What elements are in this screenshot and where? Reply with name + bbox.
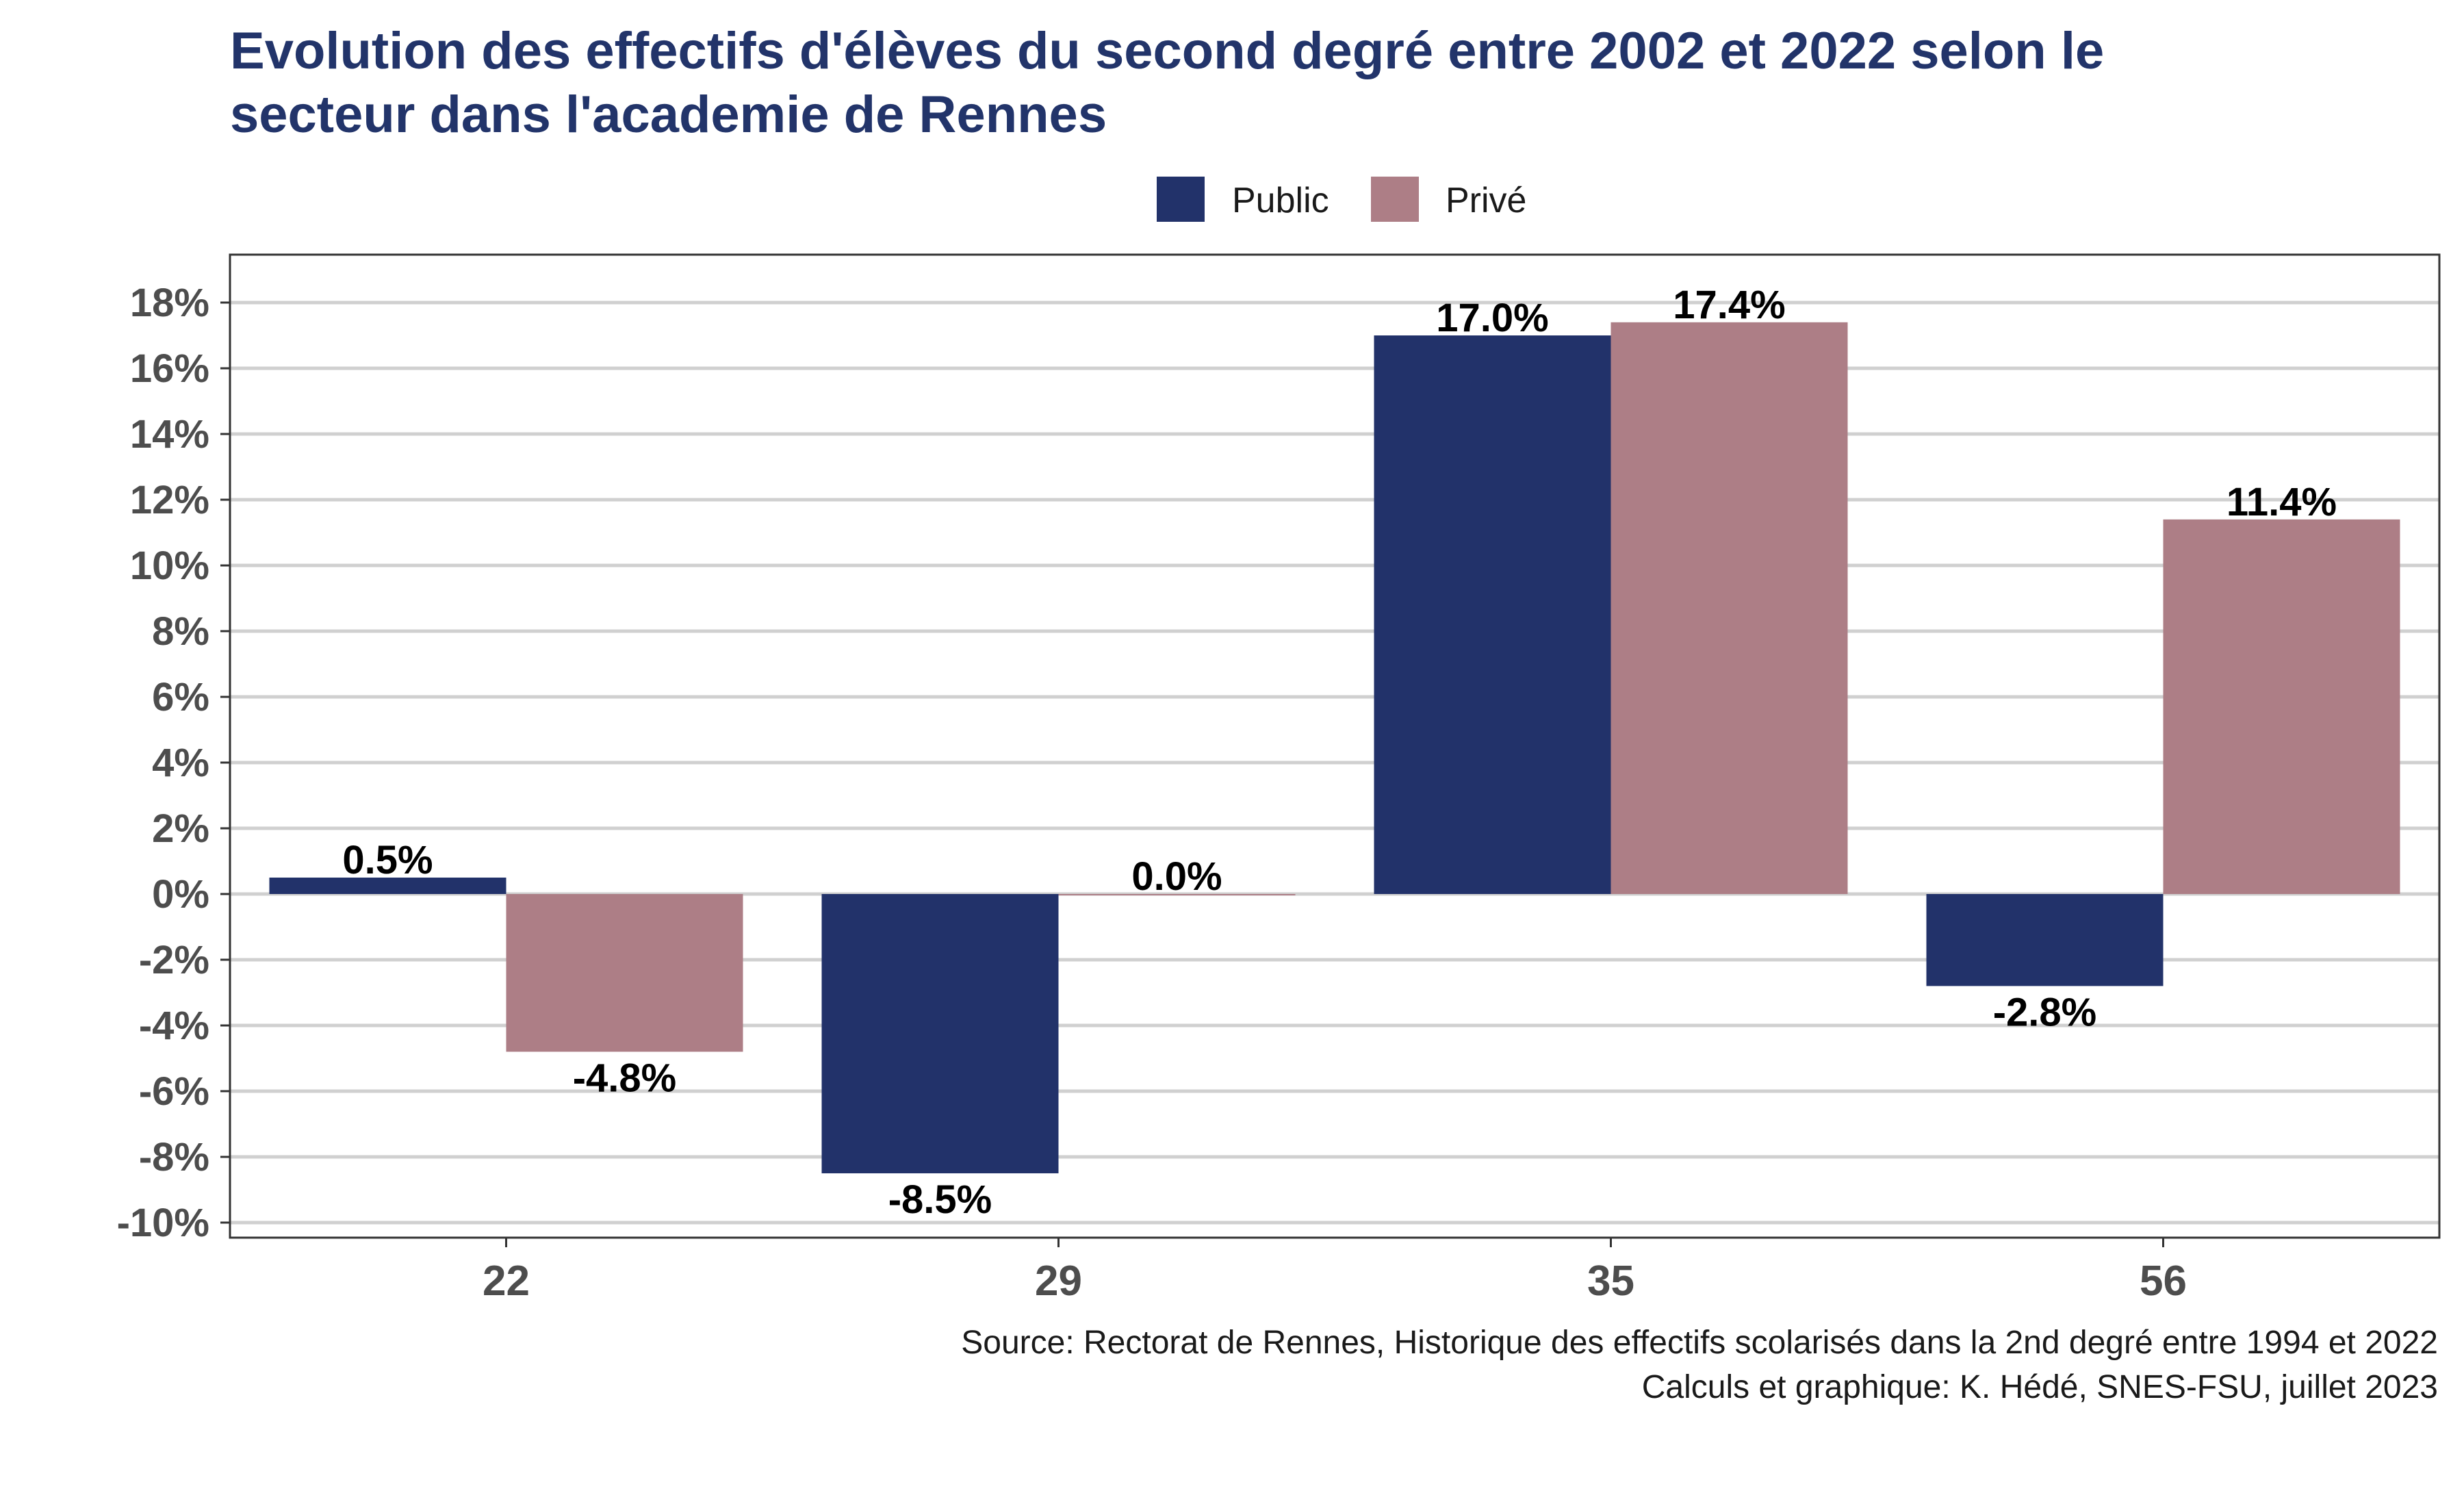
legend-label-prive: Privé — [1446, 181, 1526, 220]
y-axis: 18% 16% 14% 12% 10% 8% 6% 4% 2% 0% -2% -4% -6% -8% -10… — [117, 281, 230, 1245]
chart-title-line-2: secteur dans l'academie de Rennes — [230, 86, 1107, 144]
y-tick-label: -6% — [139, 1069, 209, 1114]
bar-public-29 — [821, 894, 1059, 1173]
data-label: -8.5% — [888, 1177, 992, 1222]
gridlines — [230, 301, 2439, 1225]
y-tick-label: 0% — [152, 872, 209, 917]
data-label: 11.4% — [2226, 480, 2337, 524]
bar-priv-35 — [1610, 322, 1848, 894]
bar-public-22 — [269, 878, 506, 894]
caption-credits: Calculs et graphique: K. Hédé, SNES-FSU,… — [1642, 1369, 2438, 1405]
data-label: 17.0% — [1436, 296, 1548, 340]
bar-priv-22 — [506, 894, 743, 1052]
data-labels: 0.5% -4.8% -8.5% 0.0% 17.0% 17.4% -2.8% 11.4% — [342, 283, 2337, 1222]
bar-priv-29 — [1058, 894, 1296, 895]
y-tick-label: 18% — [130, 281, 209, 325]
y-tick-label: 4% — [152, 741, 209, 785]
bar-public-56 — [1926, 894, 2164, 986]
data-label: -4.8% — [573, 1056, 677, 1100]
data-label: 0.0% — [1131, 854, 1222, 899]
y-tick-label: 2% — [152, 806, 209, 851]
y-tick-label: 12% — [130, 478, 209, 522]
x-tick-label: 35 — [1587, 1258, 1634, 1305]
x-tick-label: 56 — [2140, 1258, 2187, 1305]
chart-title-line-1: Evolution des effectifs d'élèves du seco… — [230, 22, 2104, 80]
legend: Public Privé — [1157, 177, 1526, 222]
y-tick-label: -4% — [139, 1004, 209, 1048]
data-label: -2.8% — [1993, 990, 2097, 1034]
x-axis: 22 29 35 56 — [483, 1238, 2187, 1305]
y-tick-label: 14% — [130, 412, 209, 457]
y-tick-label: 10% — [130, 544, 209, 588]
legend-swatch-public — [1157, 177, 1205, 222]
y-tick-label: 8% — [152, 609, 209, 654]
y-tick-label: 16% — [130, 346, 209, 391]
y-tick-label: -8% — [139, 1135, 209, 1179]
bars — [269, 322, 2400, 1173]
y-tick-label: -2% — [139, 938, 209, 982]
legend-swatch-prive — [1371, 177, 1419, 222]
bar-priv-56 — [2163, 519, 2400, 894]
x-tick-label: 29 — [1035, 1258, 1082, 1305]
data-label: 17.4% — [1673, 283, 1785, 327]
caption-source: Source: Rectorat de Rennes, Historique d… — [961, 1325, 2438, 1361]
x-tick-label: 22 — [483, 1258, 530, 1305]
legend-label-public: Public — [1232, 181, 1329, 220]
data-label: 0.5% — [342, 838, 433, 882]
y-tick-label: 6% — [152, 675, 209, 719]
y-tick-label: -10% — [117, 1201, 209, 1245]
plot-panel-border — [229, 253, 2441, 1239]
bar-public-35 — [1374, 335, 1611, 894]
